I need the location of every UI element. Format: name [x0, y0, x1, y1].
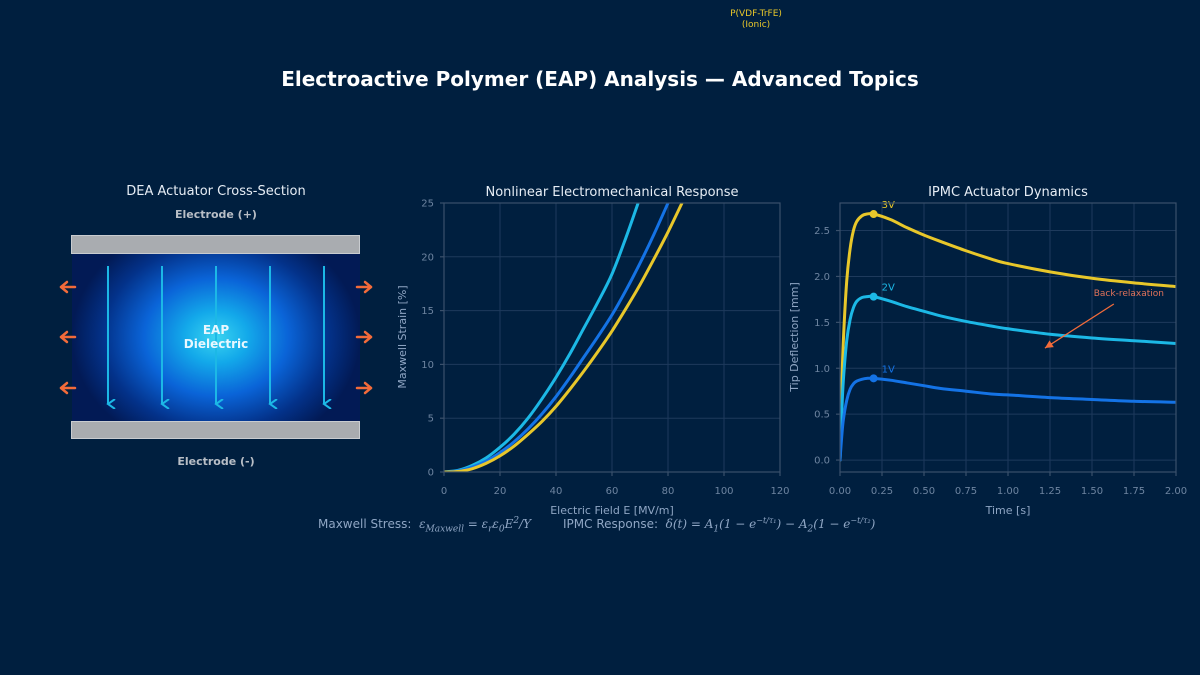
ipmc-equation: IPMC Response: δ(t) = A1(1 − e−t/τ₁) − A… [563, 516, 875, 534]
y-tick-label: 2.5 [814, 226, 830, 237]
field-arrows [108, 266, 324, 404]
y-tick-label: 1.0 [814, 364, 830, 375]
dielectric-label-line1: EAP [203, 323, 229, 337]
peak-label-3V: 3V [882, 200, 895, 211]
series-line-1V [840, 376, 1176, 462]
ipmc-chart-series [840, 212, 1176, 462]
x-tick-label: 1.75 [1123, 486, 1145, 497]
bottom-electrode-label: Electrode (-) [177, 455, 255, 468]
back-relaxation-annotation: Back-relaxation [1044, 289, 1164, 349]
annotation-text: Back-relaxation [1094, 289, 1164, 299]
ipmc-peak-markers: 3V 2V 1V [869, 200, 895, 383]
right-arrow-icon [355, 330, 373, 344]
ipmc-chart-grid [839, 203, 1177, 472]
y-tick-label: 10 [421, 360, 434, 371]
x-tick-label: 2.00 [1165, 486, 1187, 497]
material-label-line2: (Ionic) [741, 20, 771, 30]
bottom-electrode [71, 421, 360, 439]
annotation-arrow-icon [1044, 303, 1115, 349]
x-tick-label: 80 [662, 486, 675, 497]
maxwell-equation-formula: εMaxwell = εrε0E2/Y [415, 516, 532, 535]
x-tick-label: 40 [550, 486, 563, 497]
y-tick-label: 1.5 [814, 318, 830, 329]
peak-marker-1V [869, 374, 878, 383]
x-tick-label: 0 [441, 486, 447, 497]
maxwell-equation: Maxwell Stress: εMaxwell = εrε0E2/Y [318, 516, 531, 534]
y-tick-label: 0.0 [814, 456, 830, 467]
x-tick-label: 0.00 [829, 486, 851, 497]
right-arrow-icon [355, 280, 373, 294]
series-line-2V [840, 294, 1176, 462]
left-arrow-icon [59, 381, 77, 395]
strain-chart-series [444, 203, 684, 472]
x-tick-label: 1.00 [997, 486, 1019, 497]
page-title: Electroactive Polymer (EAP) Analysis — A… [281, 67, 919, 91]
maxwell-equation-label: Maxwell Stress: [318, 517, 412, 531]
material-label-line1: P(VDF-TrFE) [730, 9, 782, 19]
material-label: P(VDF-TrFE) (Ionic) [700, 9, 812, 31]
x-tick-label: 0.75 [955, 486, 977, 497]
y-tick-label: 15 [421, 306, 434, 317]
series-line-blue [444, 203, 670, 472]
x-tick-label: 1.50 [1081, 486, 1103, 497]
ipmc-chart-xlabel: Time [s] [985, 504, 1031, 517]
peak-marker-2V [869, 292, 878, 301]
strain-chart-ylabel: Maxwell Strain [%] [396, 285, 409, 388]
strain-chart-title: Nonlinear Electromechanical Response [485, 185, 738, 200]
ipmc-chart-ylabel: Tip Deflection [mm] [788, 282, 801, 392]
y-tick-label: 0 [428, 468, 434, 479]
top-electrode-label: Electrode (+) [175, 208, 257, 221]
series-line-yellow [444, 203, 684, 472]
series-line-3V [840, 212, 1176, 462]
strain-chart-xlabel: Electric Field E [MV/m] [550, 504, 674, 517]
strain-chart-ticks: 0 20 40 60 80 100 120 0 5 10 15 20 25 [421, 199, 789, 498]
y-tick-label: 5 [428, 414, 434, 425]
x-tick-label: 60 [606, 486, 619, 497]
y-tick-label: 20 [421, 252, 434, 263]
x-tick-label: 120 [770, 486, 789, 497]
x-tick-label: 20 [494, 486, 507, 497]
dea-panel-title: DEA Actuator Cross-Section [126, 184, 306, 199]
peak-marker-3V [869, 210, 878, 219]
ipmc-chart-ticks: 0.00 0.25 0.50 0.75 1.00 1.25 1.50 1.75 2.00 0.0 0… [814, 226, 1187, 497]
right-arrow-icon [355, 381, 373, 395]
peak-label-2V: 2V [882, 283, 895, 294]
x-tick-label: 100 [714, 486, 733, 497]
x-tick-label: 0.50 [913, 486, 935, 497]
y-tick-label: 0.5 [814, 410, 830, 421]
expansion-arrows [59, 280, 373, 395]
x-tick-label: 1.25 [1039, 486, 1061, 497]
series-line-cyan [444, 203, 640, 472]
y-tick-label: 25 [421, 199, 434, 210]
left-arrow-icon [59, 330, 77, 344]
ipmc-equation-label: IPMC Response: [563, 517, 658, 531]
dielectric-label-line2: Dielectric [184, 337, 248, 351]
ipmc-chart-title: IPMC Actuator Dynamics [928, 185, 1088, 200]
x-tick-label: 0.25 [871, 486, 893, 497]
top-electrode [71, 235, 360, 254]
peak-label-1V: 1V [882, 364, 895, 375]
y-tick-label: 2.0 [814, 272, 830, 283]
left-arrow-icon [59, 280, 77, 294]
ipmc-equation-formula: δ(t) = A1(1 − e−t/τ₁) − A2(1 − e−t/τ₂) [661, 516, 876, 535]
